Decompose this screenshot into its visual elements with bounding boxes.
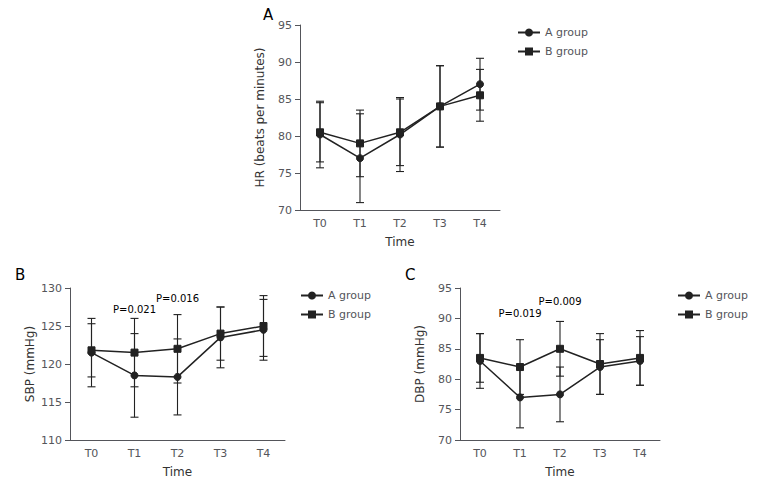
svg-text:SBP (mmHg): SBP (mmHg) xyxy=(23,326,37,402)
svg-text:DBP (mmHg): DBP (mmHg) xyxy=(413,325,427,403)
svg-text:P=0.016: P=0.016 xyxy=(156,293,199,304)
svg-text:B: B xyxy=(15,266,25,284)
svg-text:T0: T0 xyxy=(84,447,99,460)
svg-text:P=0.019: P=0.019 xyxy=(498,308,541,319)
svg-text:120: 120 xyxy=(41,358,62,371)
svg-text:A group: A group xyxy=(328,289,371,302)
svg-text:130: 130 xyxy=(41,282,62,295)
svg-text:T1: T1 xyxy=(127,447,142,460)
svg-text:T3: T3 xyxy=(432,217,447,230)
svg-text:T1: T1 xyxy=(512,447,527,460)
svg-text:T3: T3 xyxy=(592,447,607,460)
svg-text:95: 95 xyxy=(278,19,292,32)
svg-text:Time: Time xyxy=(544,465,574,479)
svg-text:P=0.021: P=0.021 xyxy=(113,304,156,315)
svg-text:T4: T4 xyxy=(632,447,647,460)
svg-text:T3: T3 xyxy=(213,447,228,460)
svg-text:A group: A group xyxy=(705,289,748,302)
svg-text:T0: T0 xyxy=(312,217,327,230)
svg-text:70: 70 xyxy=(438,434,452,447)
svg-text:HR (beats per minutes): HR (beats per minutes) xyxy=(253,48,267,188)
svg-text:85: 85 xyxy=(438,342,452,355)
svg-text:115: 115 xyxy=(41,396,62,409)
svg-text:95: 95 xyxy=(438,282,452,295)
svg-text:A: A xyxy=(263,6,274,24)
svg-text:P=0.009: P=0.009 xyxy=(538,296,581,307)
svg-text:C: C xyxy=(405,266,415,284)
svg-text:B group: B group xyxy=(328,308,371,321)
svg-text:80: 80 xyxy=(278,130,292,143)
svg-text:Time: Time xyxy=(384,235,414,249)
svg-text:110: 110 xyxy=(41,434,62,447)
svg-text:T2: T2 xyxy=(552,447,567,460)
svg-text:90: 90 xyxy=(438,312,452,325)
svg-text:T1: T1 xyxy=(352,217,367,230)
svg-text:125: 125 xyxy=(41,320,62,333)
svg-text:Time: Time xyxy=(162,465,192,479)
svg-text:T0: T0 xyxy=(472,447,487,460)
svg-text:70: 70 xyxy=(278,204,292,217)
svg-text:85: 85 xyxy=(278,93,292,106)
svg-text:B group: B group xyxy=(545,45,588,58)
svg-text:B group: B group xyxy=(705,308,748,321)
svg-text:75: 75 xyxy=(278,167,292,180)
svg-text:T2: T2 xyxy=(170,447,185,460)
svg-text:A group: A group xyxy=(545,26,588,39)
svg-text:75: 75 xyxy=(438,403,452,416)
svg-text:80: 80 xyxy=(438,373,452,386)
svg-text:T2: T2 xyxy=(392,217,407,230)
svg-text:T4: T4 xyxy=(472,217,487,230)
svg-text:T4: T4 xyxy=(256,447,271,460)
svg-text:90: 90 xyxy=(278,56,292,69)
